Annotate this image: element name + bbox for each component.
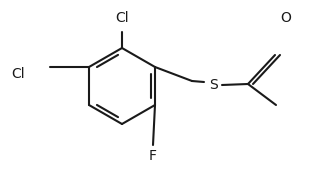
Text: S: S (209, 78, 217, 92)
Text: Cl: Cl (11, 67, 25, 81)
Text: Cl: Cl (115, 11, 129, 25)
Text: O: O (281, 11, 291, 25)
Text: F: F (149, 149, 157, 163)
